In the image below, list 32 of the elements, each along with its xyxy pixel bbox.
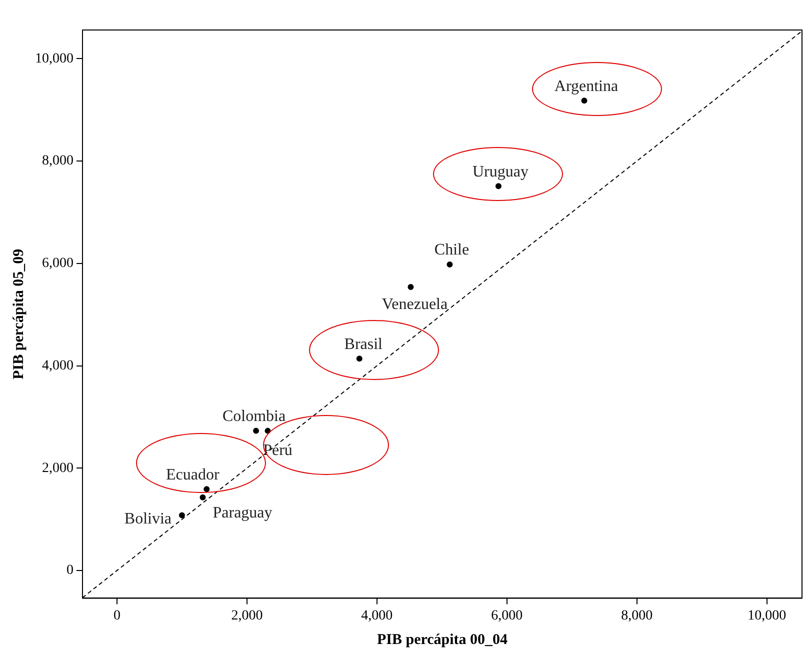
annotation: Uruguay <box>472 163 528 180</box>
y-tick-label: 8,000 <box>42 154 74 169</box>
x-tick-label: 4,000 <box>361 608 393 624</box>
point <box>581 98 588 104</box>
annotation: Ecuador <box>166 466 220 484</box>
point <box>495 183 502 190</box>
y-tick-label: 2,000 <box>42 460 74 476</box>
annotation: Chile <box>434 242 470 259</box>
y-tick-label: 10,000 <box>35 51 74 66</box>
point <box>200 494 206 500</box>
point <box>204 486 210 492</box>
x-tick-label: 6,000 <box>491 608 523 624</box>
y-axis-title: PIB percápita 05_09 <box>10 248 27 380</box>
y-tick-label: 0 <box>66 563 74 578</box>
point <box>356 356 362 362</box>
y-tick-label: 4,000 <box>42 358 74 374</box>
x-tick-label: 0 <box>113 608 120 624</box>
annotation: Brasil <box>344 336 384 353</box>
x-axis-title: PIB percápita 00_04 <box>376 632 508 648</box>
annotation: Paraguay <box>212 504 272 522</box>
point <box>253 428 260 434</box>
x-tick-label: 8,000 <box>621 608 653 624</box>
annotation: Venezuela <box>382 296 448 314</box>
point <box>446 261 453 268</box>
x-tick-label: 2,000 <box>231 608 263 624</box>
point <box>408 284 414 290</box>
x-tick-label: 10,000 <box>748 608 786 624</box>
annotation: Argentina <box>554 78 618 95</box>
annotation: Colombia <box>222 408 286 426</box>
y-tick-label: 6,000 <box>42 256 74 272</box>
point <box>178 512 185 518</box>
annotation: Bolivia <box>124 510 172 528</box>
